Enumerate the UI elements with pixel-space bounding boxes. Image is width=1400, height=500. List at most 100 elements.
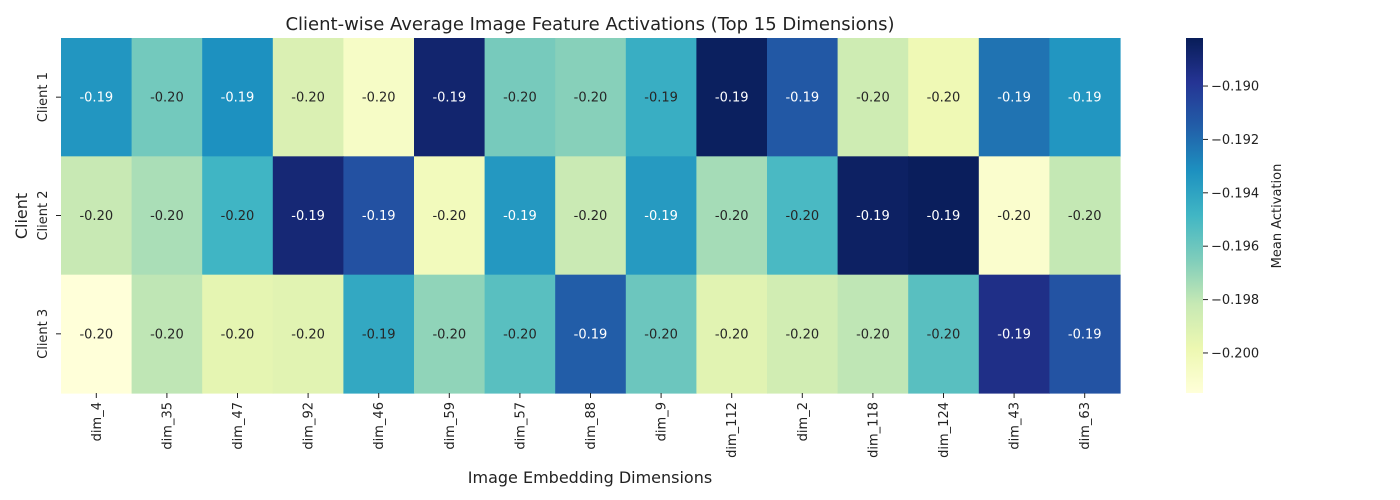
y-tick-label: Client 2 [36, 190, 51, 240]
heatmap-cell [61, 274, 133, 394]
heatmap-cell [61, 38, 133, 157]
x-tick-label: dim_63 [1078, 402, 1093, 450]
cell-value-label: -0.20 [856, 91, 890, 106]
cell-value-label: -0.20 [291, 327, 325, 342]
heatmap-cell [625, 274, 697, 394]
y-axis-ticks: Client 1 Client 2 Client 3 [36, 72, 61, 359]
heatmap-cell [555, 156, 627, 276]
cell-value-label: -0.20 [221, 327, 255, 342]
cell-value-label: -0.19 [79, 91, 113, 106]
heatmap-cell [696, 38, 768, 157]
colorbar-tick-label: −0.198 [1211, 293, 1259, 308]
heatmap-cell [484, 156, 556, 276]
cell-value-label: -0.20 [1068, 209, 1102, 224]
y-axis-title: Client [12, 193, 31, 239]
heatmap-cell [484, 274, 556, 394]
x-tick-label: dim_47 [231, 402, 246, 450]
cell-value-label: -0.20 [79, 327, 113, 342]
x-tick-label: dim_92 [302, 402, 317, 450]
cell-value-label: -0.19 [1068, 91, 1102, 106]
cell-value-label: -0.20 [432, 209, 466, 224]
heatmap-cell [696, 274, 768, 394]
x-tick-label: dim_43 [1008, 402, 1023, 450]
cell-value-label: -0.19 [927, 209, 961, 224]
chart-title: Client-wise Average Image Feature Activa… [285, 14, 894, 35]
cell-value-label: -0.19 [644, 91, 678, 106]
heatmap-cell [343, 274, 415, 394]
x-tick-label: dim_4 [90, 402, 105, 441]
colorbar-tick-label: −0.196 [1211, 240, 1259, 255]
heatmap-cell [555, 274, 627, 394]
cell-value-label: -0.20 [574, 91, 608, 106]
y-tick-label: Client 1 [36, 72, 51, 122]
x-tick-label: dim_57 [513, 402, 528, 450]
heatmap-cell [414, 274, 486, 394]
heatmap-cell [202, 156, 274, 276]
cell-value-label: -0.20 [150, 91, 184, 106]
heatmap-cell [343, 156, 415, 276]
heatmap-cell [767, 156, 839, 276]
cell-value-label: -0.19 [1068, 327, 1102, 342]
cell-value-label: -0.20 [503, 91, 537, 106]
heatmap-cell [696, 156, 768, 276]
heatmap-cell [272, 274, 344, 394]
x-tick-label: dim_46 [372, 402, 387, 450]
heatmap-cell [625, 38, 697, 157]
heatmap-cell [131, 38, 203, 157]
colorbar-title: Mean Activation [1270, 164, 1285, 269]
heatmap-cell [61, 156, 133, 276]
heatmap-cell [908, 156, 980, 276]
y-tick-label: Client 3 [36, 309, 51, 359]
cell-value-label: -0.19 [362, 327, 396, 342]
cell-value-label: -0.19 [785, 91, 819, 106]
heatmap-cell [837, 156, 909, 276]
x-tick-label: dim_9 [655, 402, 670, 441]
cell-value-label: -0.20 [291, 91, 325, 106]
heatmap-cell [1049, 38, 1121, 157]
cell-value-label: -0.19 [574, 327, 608, 342]
heatmap-cell [837, 274, 909, 394]
colorbar-tick-label: −0.190 [1211, 80, 1259, 95]
heatmap-cell [484, 38, 556, 157]
x-tick-label: dim_112 [725, 402, 740, 458]
cell-value-label: -0.20 [150, 209, 184, 224]
x-tick-label: dim_2 [796, 402, 811, 441]
cell-value-label: -0.19 [715, 91, 749, 106]
heatmap-cell [767, 38, 839, 157]
cell-value-label: -0.20 [362, 91, 396, 106]
heatmap-cell [414, 38, 486, 157]
heatmap-cell [978, 156, 1050, 276]
x-tick-label: dim_124 [937, 402, 952, 458]
cell-value-label: -0.19 [221, 91, 255, 106]
x-axis-ticks: dim_4 dim_35 dim_47 dim_92 dim_46 dim_59 dim_5… [90, 393, 1093, 458]
heatmap-cell [978, 274, 1050, 394]
cell-value-label: -0.20 [150, 327, 184, 342]
cell-value-label: -0.20 [644, 327, 678, 342]
heatmap-cell [272, 156, 344, 276]
heatmap-cell [625, 156, 697, 276]
cell-value-label: -0.19 [503, 209, 537, 224]
cell-value-label: -0.19 [291, 209, 325, 224]
cell-value-label: -0.20 [432, 327, 466, 342]
cell-value-label: -0.20 [715, 209, 749, 224]
x-tick-label: dim_88 [584, 402, 599, 450]
heatmap-cell [1049, 274, 1121, 394]
heatmap-cell [978, 38, 1050, 157]
heatmap-cell [202, 38, 274, 157]
heatmap-cell [908, 38, 980, 157]
x-tick-label: dim_118 [866, 402, 881, 458]
colorbar-tick-label: −0.200 [1211, 346, 1259, 361]
cell-value-label: -0.20 [927, 91, 961, 106]
cell-value-label: -0.20 [856, 327, 890, 342]
cell-value-label: -0.19 [997, 91, 1031, 106]
cell-value-label: -0.20 [997, 209, 1031, 224]
cell-value-label: -0.20 [785, 209, 819, 224]
heatmap-cell [555, 38, 627, 157]
x-tick-label: dim_35 [160, 402, 175, 450]
heatmap-cell [767, 274, 839, 394]
cell-value-label: -0.20 [79, 209, 113, 224]
heatmap-cell [131, 156, 203, 276]
heatmap-cell [202, 274, 274, 394]
